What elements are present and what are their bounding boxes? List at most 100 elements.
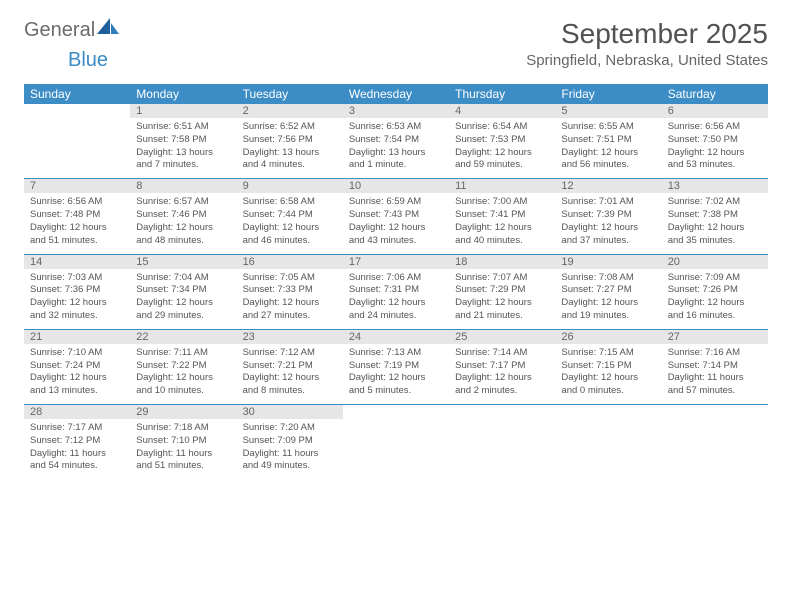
daylight-line: Daylight: 12 hours and 40 minutes. bbox=[455, 222, 549, 248]
daylight-line: Daylight: 12 hours and 32 minutes. bbox=[30, 297, 124, 323]
sunrise-line: Sunrise: 7:18 AM bbox=[136, 422, 230, 435]
day-details: Sunrise: 7:09 AMSunset: 7:26 PMDaylight:… bbox=[662, 269, 768, 329]
day-number: 27 bbox=[662, 330, 768, 344]
sunset-line: Sunset: 7:43 PM bbox=[349, 209, 443, 222]
sunset-line: Sunset: 7:14 PM bbox=[668, 360, 762, 373]
day-number: 23 bbox=[237, 330, 343, 344]
sunrise-line: Sunrise: 6:58 AM bbox=[243, 196, 337, 209]
day-number: 8 bbox=[130, 179, 236, 193]
calendar-day-cell: 18Sunrise: 7:07 AMSunset: 7:29 PMDayligh… bbox=[449, 254, 555, 329]
daylight-line: Daylight: 12 hours and 8 minutes. bbox=[243, 372, 337, 398]
day-details: Sunrise: 6:56 AMSunset: 7:50 PMDaylight:… bbox=[662, 118, 768, 178]
calendar-week-row: 14Sunrise: 7:03 AMSunset: 7:36 PMDayligh… bbox=[24, 254, 768, 329]
day-number: 12 bbox=[555, 179, 661, 193]
calendar-day-cell: 1Sunrise: 6:51 AMSunset: 7:58 PMDaylight… bbox=[130, 104, 236, 179]
day-details: Sunrise: 6:51 AMSunset: 7:58 PMDaylight:… bbox=[130, 118, 236, 178]
daylight-line: Daylight: 11 hours and 54 minutes. bbox=[30, 448, 124, 474]
sunrise-line: Sunrise: 7:17 AM bbox=[30, 422, 124, 435]
daylight-line: Daylight: 12 hours and 29 minutes. bbox=[136, 297, 230, 323]
sunset-line: Sunset: 7:17 PM bbox=[455, 360, 549, 373]
sunset-line: Sunset: 7:39 PM bbox=[561, 209, 655, 222]
day-number: 13 bbox=[662, 179, 768, 193]
sunset-line: Sunset: 7:24 PM bbox=[30, 360, 124, 373]
day-details: Sunrise: 6:54 AMSunset: 7:53 PMDaylight:… bbox=[449, 118, 555, 178]
calendar-day-cell: 25Sunrise: 7:14 AMSunset: 7:17 PMDayligh… bbox=[449, 329, 555, 404]
calendar-day-cell bbox=[555, 405, 661, 480]
sunrise-line: Sunrise: 7:09 AM bbox=[668, 272, 762, 285]
calendar-body: 1Sunrise: 6:51 AMSunset: 7:58 PMDaylight… bbox=[24, 104, 768, 479]
day-details: Sunrise: 7:06 AMSunset: 7:31 PMDaylight:… bbox=[343, 269, 449, 329]
sunset-line: Sunset: 7:09 PM bbox=[243, 435, 337, 448]
calendar-day-cell: 13Sunrise: 7:02 AMSunset: 7:38 PMDayligh… bbox=[662, 179, 768, 254]
sunset-line: Sunset: 7:10 PM bbox=[136, 435, 230, 448]
day-number: 6 bbox=[662, 104, 768, 118]
day-details: Sunrise: 6:58 AMSunset: 7:44 PMDaylight:… bbox=[237, 193, 343, 253]
sunset-line: Sunset: 7:56 PM bbox=[243, 134, 337, 147]
day-details: Sunrise: 7:10 AMSunset: 7:24 PMDaylight:… bbox=[24, 344, 130, 404]
sunset-line: Sunset: 7:27 PM bbox=[561, 284, 655, 297]
day-details bbox=[449, 407, 555, 463]
calendar-day-cell: 9Sunrise: 6:58 AMSunset: 7:44 PMDaylight… bbox=[237, 179, 343, 254]
weekday-header: Monday bbox=[130, 84, 236, 104]
sunrise-line: Sunrise: 6:53 AM bbox=[349, 121, 443, 134]
day-details bbox=[555, 407, 661, 463]
day-details: Sunrise: 6:57 AMSunset: 7:46 PMDaylight:… bbox=[130, 193, 236, 253]
daylight-line: Daylight: 12 hours and 37 minutes. bbox=[561, 222, 655, 248]
logo-text-general: General bbox=[24, 19, 95, 42]
weekday-header: Thursday bbox=[449, 84, 555, 104]
calendar-week-row: 28Sunrise: 7:17 AMSunset: 7:12 PMDayligh… bbox=[24, 405, 768, 480]
day-number: 29 bbox=[130, 405, 236, 419]
day-details: Sunrise: 7:07 AMSunset: 7:29 PMDaylight:… bbox=[449, 269, 555, 329]
calendar-day-cell: 2Sunrise: 6:52 AMSunset: 7:56 PMDaylight… bbox=[237, 104, 343, 179]
day-number: 15 bbox=[130, 255, 236, 269]
calendar-day-cell: 29 Sunrise: 7:18 AMSunset: 7:10 PMDayligh… bbox=[130, 405, 236, 480]
daylight-line: Daylight: 12 hours and 56 minutes. bbox=[561, 147, 655, 173]
daylight-line: Daylight: 12 hours and 16 minutes. bbox=[668, 297, 762, 323]
daylight-line: Daylight: 12 hours and 19 minutes. bbox=[561, 297, 655, 323]
sunset-line: Sunset: 7:12 PM bbox=[30, 435, 124, 448]
sunset-line: Sunset: 7:44 PM bbox=[243, 209, 337, 222]
sunrise-line: Sunrise: 7:06 AM bbox=[349, 272, 443, 285]
day-details: Sunrise: 7:17 AMSunset: 7:12 PMDaylight:… bbox=[24, 419, 130, 479]
calendar-day-cell: 20Sunrise: 7:09 AMSunset: 7:26 PMDayligh… bbox=[662, 254, 768, 329]
calendar-day-cell: 27Sunrise: 7:16 AMSunset: 7:14 PMDayligh… bbox=[662, 329, 768, 404]
calendar-day-cell bbox=[662, 405, 768, 480]
calendar-day-cell: 30Sunrise: 7:20 AMSunset: 7:09 PMDayligh… bbox=[237, 405, 343, 480]
day-details: Sunrise: 7:20 AMSunset: 7:09 PMDaylight:… bbox=[237, 419, 343, 479]
day-details: Sunrise: 6:53 AMSunset: 7:54 PMDaylight:… bbox=[343, 118, 449, 178]
daylight-line: Daylight: 12 hours and 27 minutes. bbox=[243, 297, 337, 323]
daylight-line: Daylight: 12 hours and 43 minutes. bbox=[349, 222, 443, 248]
daylight-line: Daylight: 12 hours and 53 minutes. bbox=[668, 147, 762, 173]
calendar-day-cell: 23Sunrise: 7:12 AMSunset: 7:21 PMDayligh… bbox=[237, 329, 343, 404]
calendar-day-cell: 24Sunrise: 7:13 AMSunset: 7:19 PMDayligh… bbox=[343, 329, 449, 404]
day-number: 19 bbox=[555, 255, 661, 269]
day-details: Sunrise: 7:16 AMSunset: 7:14 PMDaylight:… bbox=[662, 344, 768, 404]
day-number: 2 bbox=[237, 104, 343, 118]
day-details: Sunrise: 7:00 AMSunset: 7:41 PMDaylight:… bbox=[449, 193, 555, 253]
day-details: Sunrise: 6:59 AMSunset: 7:43 PMDaylight:… bbox=[343, 193, 449, 253]
day-number: 10 bbox=[343, 179, 449, 193]
sunrise-line: Sunrise: 7:12 AM bbox=[243, 347, 337, 360]
day-details: Sunrise: 7:03 AMSunset: 7:36 PMDaylight:… bbox=[24, 269, 130, 329]
sunset-line: Sunset: 7:29 PM bbox=[455, 284, 549, 297]
sunrise-line: Sunrise: 7:11 AM bbox=[136, 347, 230, 360]
day-details bbox=[24, 106, 130, 162]
sunrise-line: Sunrise: 6:56 AM bbox=[30, 196, 124, 209]
day-number: 26 bbox=[555, 330, 661, 344]
day-number: 22 bbox=[130, 330, 236, 344]
sunrise-line: Sunrise: 7:07 AM bbox=[455, 272, 549, 285]
sunrise-line: Sunrise: 7:00 AM bbox=[455, 196, 549, 209]
calendar-day-cell: 12Sunrise: 7:01 AMSunset: 7:39 PMDayligh… bbox=[555, 179, 661, 254]
calendar-day-cell: 21Sunrise: 7:10 AMSunset: 7:24 PMDayligh… bbox=[24, 329, 130, 404]
day-number: 3 bbox=[343, 104, 449, 118]
sunset-line: Sunset: 7:48 PM bbox=[30, 209, 124, 222]
day-number: 9 bbox=[237, 179, 343, 193]
title-block: September 2025 Springfield, Nebraska, Un… bbox=[526, 18, 768, 69]
day-details: Sunrise: 7:11 AMSunset: 7:22 PMDaylight:… bbox=[130, 344, 236, 404]
sunrise-line: Sunrise: 6:55 AM bbox=[561, 121, 655, 134]
sunrise-line: Sunrise: 7:08 AM bbox=[561, 272, 655, 285]
day-number: 24 bbox=[343, 330, 449, 344]
calendar-day-cell: 11Sunrise: 7:00 AMSunset: 7:41 PMDayligh… bbox=[449, 179, 555, 254]
daylight-line: Daylight: 11 hours and 51 minutes. bbox=[136, 448, 230, 474]
daylight-line: Daylight: 12 hours and 35 minutes. bbox=[668, 222, 762, 248]
